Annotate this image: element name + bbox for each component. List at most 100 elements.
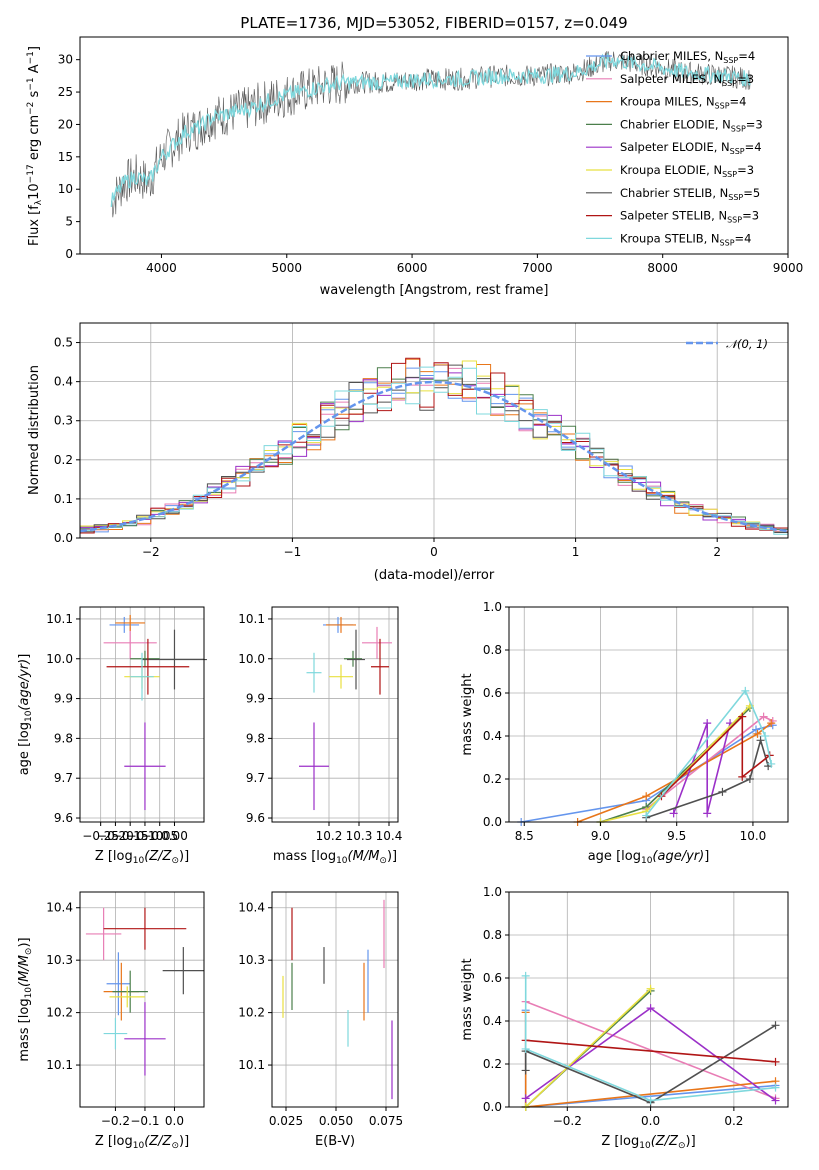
axis-xlabel: age [log10(age/yr)] [588, 849, 710, 866]
xtick-label: −0.2 [101, 1114, 130, 1128]
z-mass-panel: −0.2 −0.1 0.0 10.1 10.2 10.3 10.4 Z [log10(Z/Z⊙… [17, 891, 205, 1151]
residual-histogram-series [79, 366, 788, 538]
massweight-marker [771, 1057, 780, 1066]
xtick-label: 0.0 [165, 1114, 184, 1128]
xtick-label: −0.1 [130, 1114, 159, 1128]
massweight-marker [646, 984, 655, 993]
panel-frame [508, 606, 789, 823]
spectrum-xtick-label: 6000 [397, 261, 428, 275]
legend-label: Salpeter STELIB, NSSP=3 [620, 209, 759, 225]
axis-xlabel: Z [log10(Z/Z⊙)] [601, 1134, 695, 1151]
axis-ylabel: mass weight [460, 673, 475, 755]
spectrum-xtick-label: 9000 [773, 261, 804, 275]
residual-ytick-label: 0.5 [54, 336, 73, 350]
massweight-series [524, 1024, 776, 1104]
ytick-label: 9.8 [54, 731, 73, 745]
massweight-marker [771, 1096, 780, 1105]
ytick-label: 9.8 [246, 731, 265, 745]
ytick-label: 10.4 [46, 901, 73, 915]
panel-frame [271, 606, 399, 823]
normal-curve [79, 380, 789, 533]
massweight-series [525, 1000, 776, 1100]
ytick-label: 1.0 [483, 885, 502, 899]
axis-ylabel: mass [log10(M/M⊙)] [17, 937, 34, 1061]
massweight-marker [703, 719, 712, 728]
ytick-label: 0.2 [483, 772, 502, 786]
legend-label: Chabrier STELIB, NSSP=5 [620, 186, 760, 202]
ytick-label: 0.4 [483, 729, 502, 743]
ytick-label: 10.0 [238, 652, 265, 666]
xtick-label: 10.4 [376, 829, 403, 843]
ytick-label: 9.9 [54, 692, 73, 706]
residual-ytick-label: 0.4 [54, 375, 73, 389]
axis-ylabel: mass weight [460, 958, 475, 1040]
massweight-series [525, 1039, 776, 1063]
xtick-label: 8.5 [515, 829, 534, 843]
massweight-marker [738, 772, 747, 781]
spectrum-model [110, 53, 751, 207]
xtick-label: 0.0 [641, 1114, 660, 1128]
massweight-marker [646, 1004, 655, 1013]
massweight-marker [759, 712, 768, 721]
xtick-label: 9.5 [667, 829, 686, 843]
residual-ytick-label: 0.0 [54, 531, 73, 545]
ytick-label: 10.1 [46, 612, 73, 626]
xtick-label: 0.025 [269, 1114, 303, 1128]
xtick-label: 0.075 [369, 1114, 403, 1128]
ytick-label: 9.7 [246, 771, 265, 785]
figure-title: PLATE=1736, MJD=53052, FIBERID=0157, z=0… [240, 14, 627, 32]
ytick-label: 0.2 [483, 1057, 502, 1071]
spectrum-xlabel: wavelength [Angstrom, rest frame] [320, 283, 549, 298]
spectrum-xtick-label: 8000 [647, 261, 678, 275]
legend-normal-label: 𝒩(0, 1) [726, 337, 768, 351]
z-massweight-panel: −0.2 0.0 0.2 0.0 0.2 0.4 0.6 0.8 1.0 Z [log10(Z/Z… [460, 885, 789, 1151]
massweight-marker [771, 1021, 780, 1030]
legend-label: Salpeter ELODIE, NSSP=4 [620, 140, 762, 156]
spectrum-frame [79, 36, 789, 255]
spectrum-xtick-label: 7000 [522, 261, 553, 275]
residual-ylabel: Normed distribution [27, 365, 42, 495]
ytick-label: 9.7 [54, 771, 73, 785]
spectrum-data [111, 51, 751, 218]
residual-ytick-label: 0.3 [54, 414, 73, 428]
residual-ytick-label: 0.1 [54, 492, 73, 506]
massweight-marker [703, 809, 712, 818]
xtick-label: 10.0 [740, 829, 767, 843]
massweight-marker [761, 732, 770, 740]
z-age-panel: −0.25−0.20−0.15−0.10−0.050.00 9.6 9.7 9.8 9.… [17, 606, 207, 866]
massweight-marker [767, 719, 776, 728]
ytick-label: 10.0 [46, 652, 73, 666]
massweight-marker [521, 971, 530, 980]
massweight-marker [521, 1044, 530, 1053]
residual-xlabel: (data-model)/error [374, 568, 495, 583]
xtick-label: 9.0 [591, 829, 610, 843]
legend-label: Salpeter MILES, NSSP=3 [620, 72, 754, 88]
massweight-marker [642, 792, 651, 801]
residual-ytick-label: 0.2 [54, 453, 73, 467]
ytick-label: 10.3 [238, 953, 265, 967]
ebv-mass-panel: 0.025 0.050 0.075 10.1 10.2 10.3 10.4 E(B-V) [238, 891, 403, 1149]
spectrum-ytick-label: 25 [58, 85, 73, 99]
axis-xlabel: Z [log10(Z/Z⊙)] [95, 1134, 189, 1151]
xtick-label: −0.05 [141, 829, 178, 843]
massweight-series [645, 689, 772, 816]
xtick-label: −0.20 [97, 829, 134, 843]
ytick-label: 10.4 [238, 901, 265, 915]
massweight-marker [738, 712, 747, 721]
massweight-marker [745, 775, 754, 783]
panel-frame [79, 606, 205, 823]
ytick-label: 10.2 [46, 1006, 73, 1020]
massweight-series [577, 722, 772, 823]
ytick-label: 10.1 [238, 1058, 265, 1072]
spectrum-ytick-label: 15 [58, 150, 73, 164]
ytick-label: 0.4 [483, 1014, 502, 1028]
spectrum-ytick-label: 30 [58, 53, 73, 67]
massweight-marker [718, 787, 727, 796]
xtick-label: 0.050 [319, 1114, 353, 1128]
ytick-label: 0.0 [483, 1100, 502, 1114]
spectrum-ytick-label: 10 [58, 182, 73, 196]
massweight-series [660, 714, 771, 797]
spectrum-panel: 4000 5000 6000 7000 8000 9000 0 5 10 15 20 25 30 wav… [26, 36, 804, 298]
age-massweight-panel: 8.5 9.0 9.5 10.0 0.0 0.2 0.4 0.6 0.8 1.0 age [log1… [460, 600, 789, 866]
axis-xlabel: Z [log10(Z/Z⊙)] [95, 849, 189, 866]
